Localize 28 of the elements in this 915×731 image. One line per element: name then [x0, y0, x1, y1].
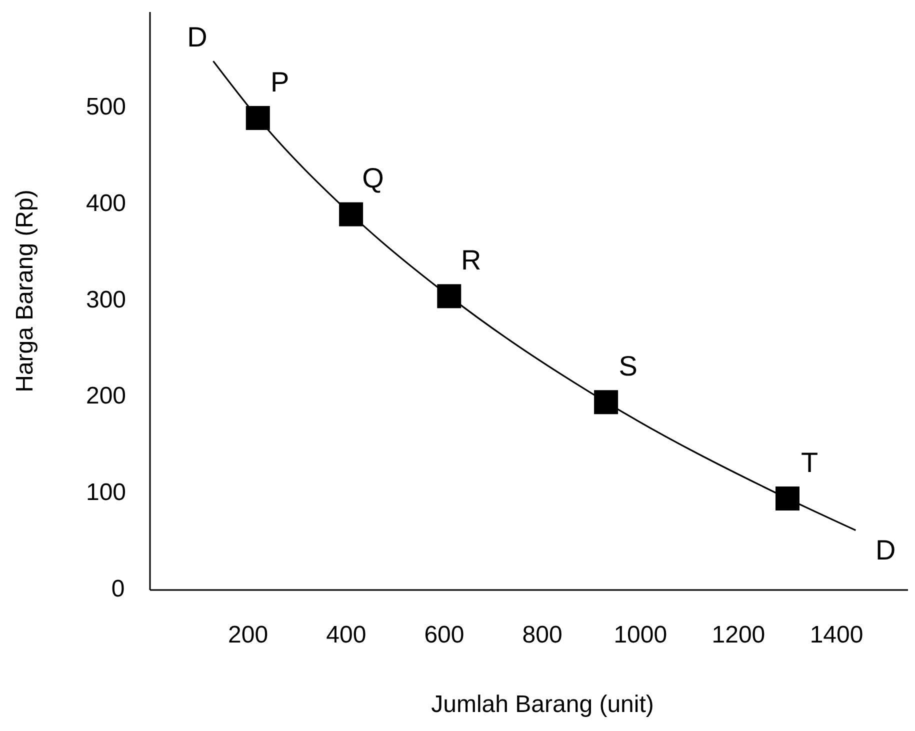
- y-tick-label: 200: [86, 382, 126, 410]
- y-axis-title: Harga Barang (Rp): [11, 190, 38, 392]
- point: [246, 106, 270, 130]
- annotation: S: [618, 350, 638, 382]
- annotation: D: [876, 534, 896, 566]
- point: [339, 202, 364, 226]
- annotation: T: [800, 446, 818, 478]
- y-tick-label: 300: [86, 286, 126, 314]
- x-tick-label: 1000: [614, 621, 668, 648]
- y-tick-label: 0: [111, 575, 125, 602]
- line-series: [212, 60, 856, 532]
- point: [594, 390, 618, 414]
- point: [437, 284, 462, 308]
- point: [776, 486, 800, 510]
- y-tick-label: 400: [86, 190, 126, 218]
- x-tick-label: 1200: [712, 621, 766, 648]
- annotation: Q: [362, 162, 384, 194]
- y-tick-label: 100: [86, 479, 126, 506]
- x-tick-label: 800: [522, 621, 562, 648]
- x-tick-label: 1400: [810, 621, 864, 648]
- x-tick-label: 600: [424, 621, 464, 648]
- annotation: R: [461, 244, 482, 276]
- y-tick-label: 500: [86, 94, 126, 121]
- annotation: D: [187, 22, 208, 53]
- x-tick-label: 200: [228, 621, 268, 648]
- x-tick-label: 400: [326, 621, 366, 648]
- annotation: P: [270, 66, 290, 98]
- x-axis-title: Jumlah Barang (unit): [431, 691, 654, 718]
